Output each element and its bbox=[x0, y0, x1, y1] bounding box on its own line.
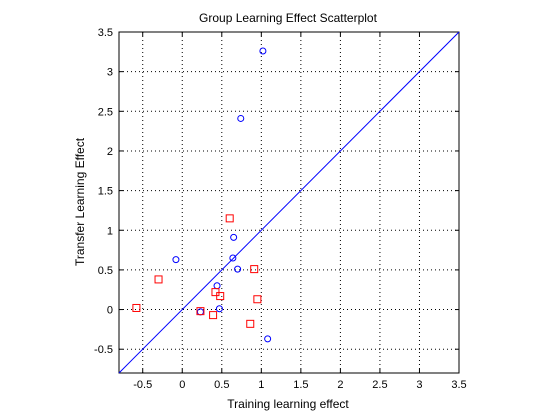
y-tick-label: 1.5 bbox=[98, 186, 113, 198]
blue-circle-point bbox=[234, 265, 242, 273]
blue-circle-point bbox=[215, 305, 223, 313]
y-tick-label: 0 bbox=[107, 305, 113, 317]
y-axis-title: Transfer Learning Effect bbox=[73, 137, 87, 266]
blue-circle-point bbox=[237, 114, 245, 122]
red-square-point bbox=[246, 319, 255, 328]
y-tick-label: 2 bbox=[107, 146, 113, 158]
y-tick-label: 0.5 bbox=[98, 265, 113, 277]
plot-area-frame bbox=[118, 31, 460, 374]
identity-reference-line bbox=[118, 31, 460, 374]
grid-lines bbox=[119, 32, 459, 373]
red-square-point bbox=[196, 307, 205, 316]
blue-circle-point bbox=[259, 47, 267, 55]
axis-ticks bbox=[119, 31, 460, 373]
x-tick-label: 3 bbox=[416, 379, 422, 391]
y-tick-label: 2.5 bbox=[98, 106, 113, 118]
x-tick-labels: -0.5 0 0.5 1 1.5 2 2.5 3 3.5 bbox=[133, 379, 466, 391]
red-square-point bbox=[216, 292, 225, 301]
blue-circle-point bbox=[213, 282, 221, 290]
x-tick-label: 1 bbox=[258, 379, 264, 391]
blue-circle-point bbox=[196, 308, 204, 316]
red-square-point bbox=[253, 295, 262, 304]
red-square-point bbox=[250, 265, 259, 274]
x-tick-label: 2 bbox=[337, 379, 343, 391]
red-square-point bbox=[132, 303, 141, 312]
chart-title: Group Learning Effect Scatterplot bbox=[199, 11, 378, 25]
x-tick-label: 0.5 bbox=[214, 379, 229, 391]
blue-circle-point bbox=[229, 254, 237, 262]
reference-line-group bbox=[118, 31, 460, 374]
x-tick-label: 0 bbox=[179, 379, 185, 391]
x-tick-label: 1.5 bbox=[293, 379, 308, 391]
data-points bbox=[132, 47, 272, 343]
red-square-point bbox=[154, 275, 163, 284]
x-tick-label: -0.5 bbox=[133, 379, 152, 391]
x-axis-title: Training learning effect bbox=[227, 397, 349, 411]
blue-circle-point bbox=[172, 256, 180, 264]
blue-circle-point bbox=[264, 335, 272, 343]
red-square-point bbox=[209, 311, 218, 320]
x-tick-label: 3.5 bbox=[451, 379, 466, 391]
x-tick-label: 2.5 bbox=[372, 379, 387, 391]
red-square-point bbox=[225, 214, 234, 223]
y-tick-label: 3.5 bbox=[98, 27, 113, 39]
y-tick-label: 1 bbox=[107, 225, 113, 237]
y-tick-labels: -0.5 0 0.5 1 1.5 2 2.5 3 3.5 bbox=[94, 27, 113, 356]
y-tick-label: -0.5 bbox=[94, 344, 113, 356]
y-tick-label: 3 bbox=[107, 67, 113, 79]
blue-circle-point bbox=[230, 233, 238, 241]
